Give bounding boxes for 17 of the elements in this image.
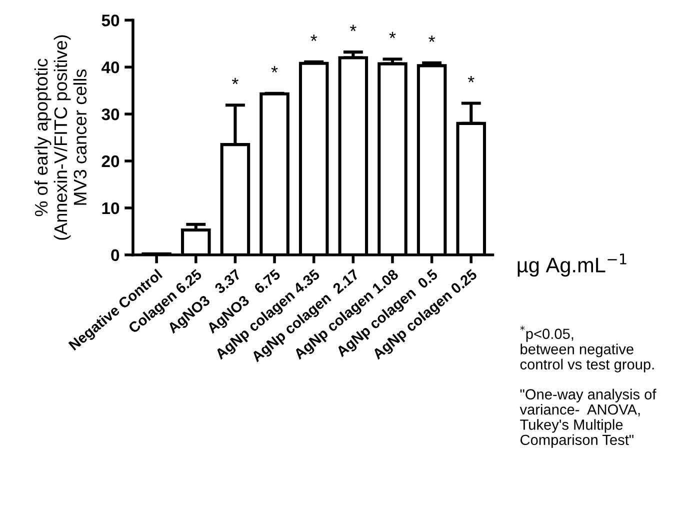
y-tick-label: 10 (102, 202, 120, 214)
y-tick-label: 20 (102, 155, 120, 168)
annotation: * (271, 66, 278, 72)
x-axis-title: µg Ag.mL$^{−1}$ (518, 254, 626, 277)
y-tick-label: 40 (101, 62, 120, 74)
annotation: * (468, 76, 474, 82)
y-tick-label: 30 (102, 108, 120, 120)
annotation: * (428, 36, 436, 42)
annotation: * (232, 78, 238, 84)
y-tick-label: 50 (102, 14, 120, 26)
y-axis-title: % of early apoptotic (Annexin-V/FITC positive) MV3 cancer cells (34, 35, 87, 240)
annotation: * (389, 32, 396, 38)
y-tick-label: 0 (111, 249, 120, 262)
text: $^{*}$p<0.05, between negative control vs test group. (520, 326, 654, 372)
annotation: * (350, 24, 356, 32)
text: "One-way analysis of variance- ANOVA, Tukey's Multiple Comparison Test" (520, 388, 656, 448)
annotation: * (310, 34, 318, 42)
